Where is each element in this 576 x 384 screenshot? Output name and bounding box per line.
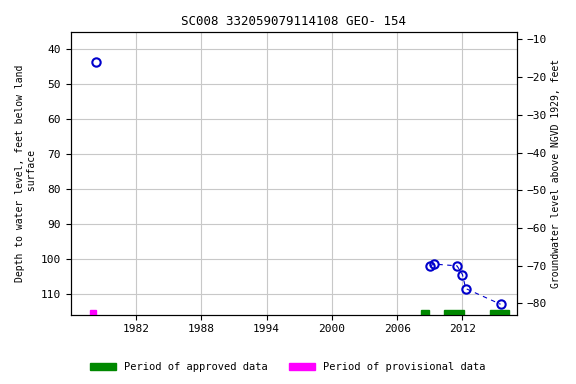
Bar	[444, 310, 464, 315]
Bar	[421, 310, 429, 315]
Bar	[490, 310, 509, 315]
Legend: Period of approved data, Period of provisional data: Period of approved data, Period of provi…	[87, 359, 489, 375]
Bar	[90, 310, 96, 315]
Y-axis label: Depth to water level, feet below land
 surface: Depth to water level, feet below land su…	[15, 65, 37, 282]
Title: SC008 332059079114108 GEO- 154: SC008 332059079114108 GEO- 154	[181, 15, 406, 28]
Y-axis label: Groundwater level above NGVD 1929, feet: Groundwater level above NGVD 1929, feet	[551, 59, 561, 288]
